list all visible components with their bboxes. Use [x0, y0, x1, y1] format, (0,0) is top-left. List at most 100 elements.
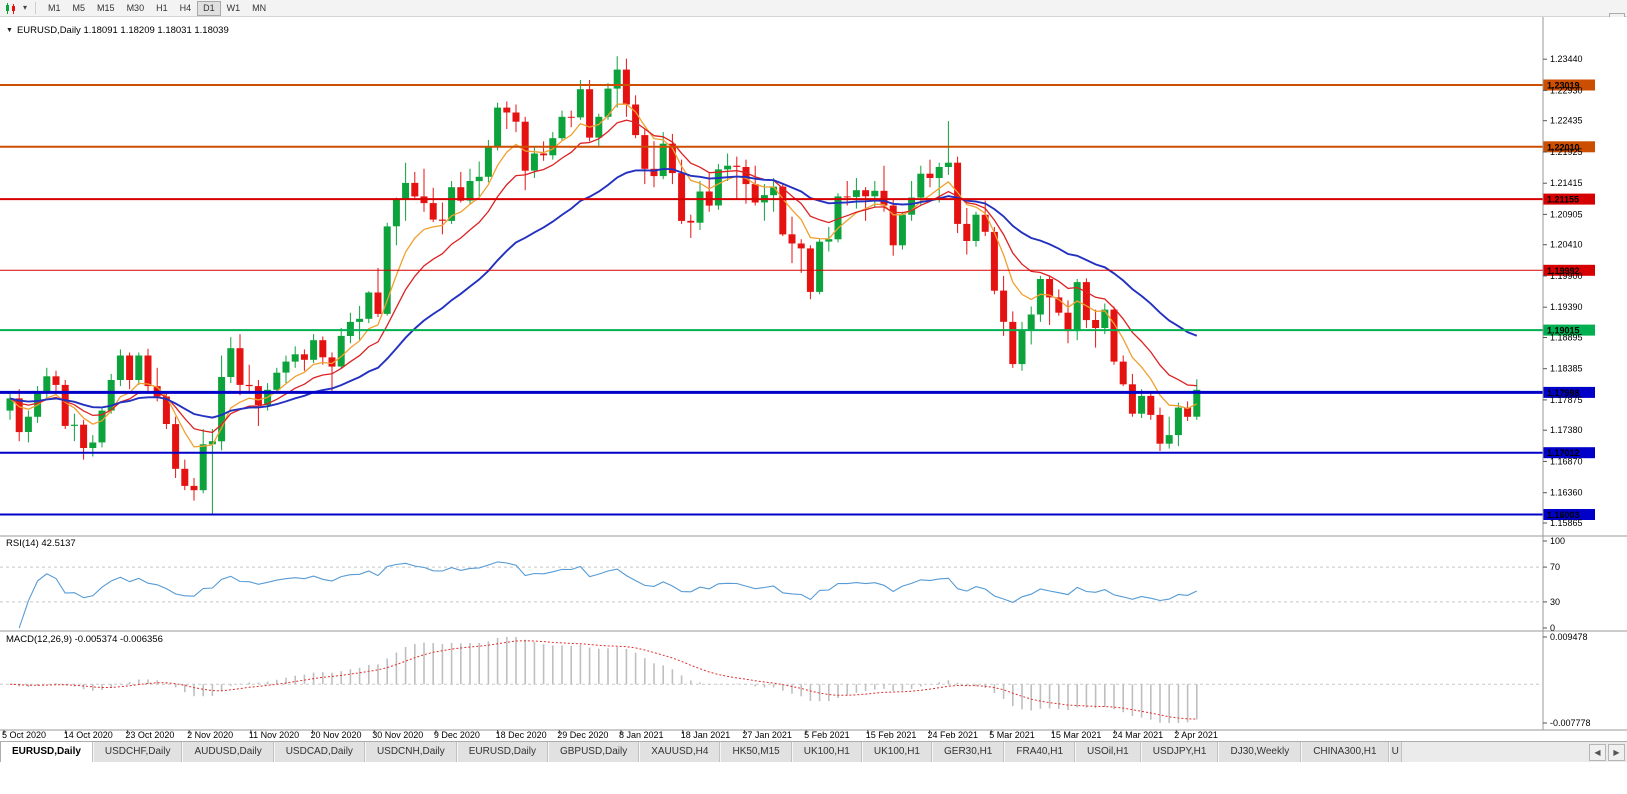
svg-text:15 Feb 2021: 15 Feb 2021 [866, 730, 917, 740]
timeframe-button-m1[interactable]: M1 [42, 1, 67, 16]
chart-tab-china300-h1[interactable]: CHINA300,H1 [1301, 742, 1389, 762]
chart-tab-xauusd-h4[interactable]: XAUUSD,H4 [639, 742, 721, 762]
date-axis[interactable]: 5 Oct 2020 14 Oct 2020 23 Oct 2020 2 Nov 20… [2, 730, 1218, 740]
svg-text:1.16360: 1.16360 [1550, 488, 1583, 498]
svg-text:5 Feb 2021: 5 Feb 2021 [804, 730, 850, 740]
svg-text:0.009478: 0.009478 [1550, 632, 1588, 642]
svg-text:1.21415: 1.21415 [1550, 178, 1583, 188]
svg-text:29 Dec 2020: 29 Dec 2020 [557, 730, 608, 740]
chart-tab-audusd-daily[interactable]: AUDUSD,Daily [182, 742, 274, 762]
svg-text:9 Dec 2020: 9 Dec 2020 [434, 730, 480, 740]
chart-type-dropdown-icon[interactable]: ▾ [23, 3, 28, 12]
price-tag [1543, 324, 1595, 336]
svg-text:-0.007778: -0.007778 [1550, 718, 1591, 728]
timeframe-button-m15[interactable]: M15 [91, 1, 121, 16]
svg-text:8 Jan 2021: 8 Jan 2021 [619, 730, 664, 740]
price-chart[interactable]: 1.23019 1.22010 1.21155 1.19992 1.19015 1.179… [0, 17, 1627, 741]
timeframe-button-m5[interactable]: M5 [67, 1, 92, 16]
svg-text:1.19992: 1.19992 [1547, 266, 1580, 276]
svg-text:2 Apr 2021: 2 Apr 2021 [1174, 730, 1218, 740]
rsi-indicator-label: RSI(14) 42.5137 [6, 538, 76, 549]
chart-tab-usdjpy-h1[interactable]: USDJPY,H1 [1140, 742, 1219, 762]
chart-tabbar: EURUSD,Daily USDCHF,Daily AUDUSD,Daily USDC… [0, 741, 1627, 762]
svg-text:1.21155: 1.21155 [1547, 195, 1579, 205]
svg-text:24 Mar 2021: 24 Mar 2021 [1113, 730, 1164, 740]
svg-text:1.17012: 1.17012 [1547, 448, 1580, 458]
chart-tab-eurusd-daily[interactable]: EURUSD,Daily [0, 742, 93, 762]
chart-tab-u[interactable]: U [1388, 742, 1402, 762]
svg-text:1.19900: 1.19900 [1550, 271, 1583, 281]
timeframe-button-h1[interactable]: H1 [150, 1, 174, 16]
fast-ma-line [9, 103, 1198, 448]
chart-tab-uk100-h1[interactable]: UK100,H1 [791, 742, 862, 762]
chart-tab-usoil-h1[interactable]: USOil,H1 [1075, 742, 1141, 762]
svg-text:1.18895: 1.18895 [1550, 333, 1583, 343]
chart-tab-usdcnh-daily[interactable]: USDCNH,Daily [364, 742, 457, 762]
svg-text:11 Nov 2020: 11 Nov 2020 [249, 730, 299, 740]
timeframe-button-h4[interactable]: H4 [174, 1, 198, 16]
svg-text:70: 70 [1550, 562, 1560, 572]
chart-tab-dj30-weekly[interactable]: DJ30,Weekly [1218, 742, 1302, 762]
svg-text:23 Oct 2020: 23 Oct 2020 [125, 730, 174, 740]
svg-text:0: 0 [1550, 623, 1555, 633]
tab-scroll-arrows: ◀ ▶ [1589, 744, 1625, 761]
svg-text:1.21925: 1.21925 [1550, 147, 1583, 157]
svg-text:1.20905: 1.20905 [1550, 209, 1583, 219]
collapse-chart-icon[interactable]: ▼ [6, 27, 13, 34]
candlestick-chart-icon[interactable] [3, 1, 19, 15]
svg-text:1.22435: 1.22435 [1550, 116, 1583, 126]
rsi-panel: 100 70 30 0 [0, 536, 1565, 633]
svg-text:1.17875: 1.17875 [1550, 395, 1583, 405]
chart-title-text: EURUSD,Daily 1.18091 1.18209 1.18031 1.1… [16, 25, 229, 36]
toolbar-separator [35, 2, 37, 14]
tab-scroll-left-button[interactable]: ◀ [1589, 744, 1606, 761]
svg-text:1.20410: 1.20410 [1550, 240, 1583, 250]
svg-text:14 Oct 2020: 14 Oct 2020 [64, 730, 113, 740]
price-tag [1543, 447, 1595, 459]
timeframe-button-m30[interactable]: M30 [121, 1, 151, 16]
chart-tab-uk100-h1[interactable]: UK100,H1 [861, 742, 932, 762]
price-tag [1543, 264, 1595, 276]
top-toolbar: ▾ M1 M5 M15 M30 H1 H4 D1 W1 MN [0, 0, 1627, 17]
chart-tab-hk50-m15[interactable]: HK50,M15 [720, 742, 792, 762]
svg-text:5 Mar 2021: 5 Mar 2021 [989, 730, 1035, 740]
svg-text:24 Feb 2021: 24 Feb 2021 [928, 730, 979, 740]
chart-title: ▼ EURUSD,Daily 1.18091 1.18209 1.18031 1… [6, 25, 229, 36]
svg-text:5 Oct 2020: 5 Oct 2020 [2, 730, 46, 740]
timeframe-button-w1[interactable]: W1 [221, 1, 247, 16]
slow-ma-line [9, 167, 1198, 419]
timeframe-button-d1[interactable]: D1 [197, 0, 221, 16]
chart-tab-eurusd-daily[interactable]: EURUSD,Daily [456, 742, 548, 762]
svg-text:1.15865: 1.15865 [1550, 518, 1583, 528]
chart-tab-usdcad-daily[interactable]: USDCAD,Daily [273, 742, 365, 762]
panel-separators [0, 17, 1627, 731]
timeframe-button-mn[interactable]: MN [246, 1, 272, 16]
chart-tab-gbpusd-daily[interactable]: GBPUSD,Daily [547, 742, 640, 762]
svg-text:18 Jan 2021: 18 Jan 2021 [681, 730, 731, 740]
svg-text:1.23440: 1.23440 [1550, 54, 1583, 64]
price-tag [1543, 193, 1595, 205]
svg-text:1.22010: 1.22010 [1547, 142, 1580, 152]
chart-tab-fra40-h1[interactable]: FRA40,H1 [1004, 742, 1076, 762]
mid-ma-line [9, 119, 1197, 434]
svg-text:1.17380: 1.17380 [1550, 425, 1583, 435]
price-tag [1543, 509, 1595, 520]
chart-tab-ger30-h1[interactable]: GER30,H1 [932, 742, 1005, 762]
svg-text:1.18385: 1.18385 [1550, 364, 1583, 374]
svg-text:27 Jan 2021: 27 Jan 2021 [742, 730, 792, 740]
price-tag [1543, 79, 1595, 91]
macd-panel: 0.009478 -0.007778 [0, 632, 1591, 728]
svg-text:1.17998: 1.17998 [1547, 388, 1580, 398]
tab-scroll-right-button[interactable]: ▶ [1608, 744, 1625, 761]
chart-tabs: EURUSD,Daily USDCHF,Daily AUDUSD,Daily USDC… [0, 742, 1402, 762]
timeframe-buttons: M1 M5 M15 M30 H1 H4 D1 W1 MN [42, 0, 272, 16]
svg-text:1.16003: 1.16003 [1547, 510, 1580, 520]
price-tag [1543, 141, 1595, 153]
svg-text:1.19390: 1.19390 [1550, 302, 1583, 312]
svg-text:18 Dec 2020: 18 Dec 2020 [496, 730, 547, 740]
price-tag [1543, 386, 1595, 398]
chart-tab-usdchf-daily[interactable]: USDCHF,Daily [92, 742, 183, 762]
price-axis[interactable]: 1.23440 1.22930 1.22435 1.21925 1.21415 1.209… [1543, 54, 1583, 528]
horizontal-lines-layer[interactable]: 1.23019 1.22010 1.21155 1.19992 1.19015 1.179… [0, 79, 1595, 521]
